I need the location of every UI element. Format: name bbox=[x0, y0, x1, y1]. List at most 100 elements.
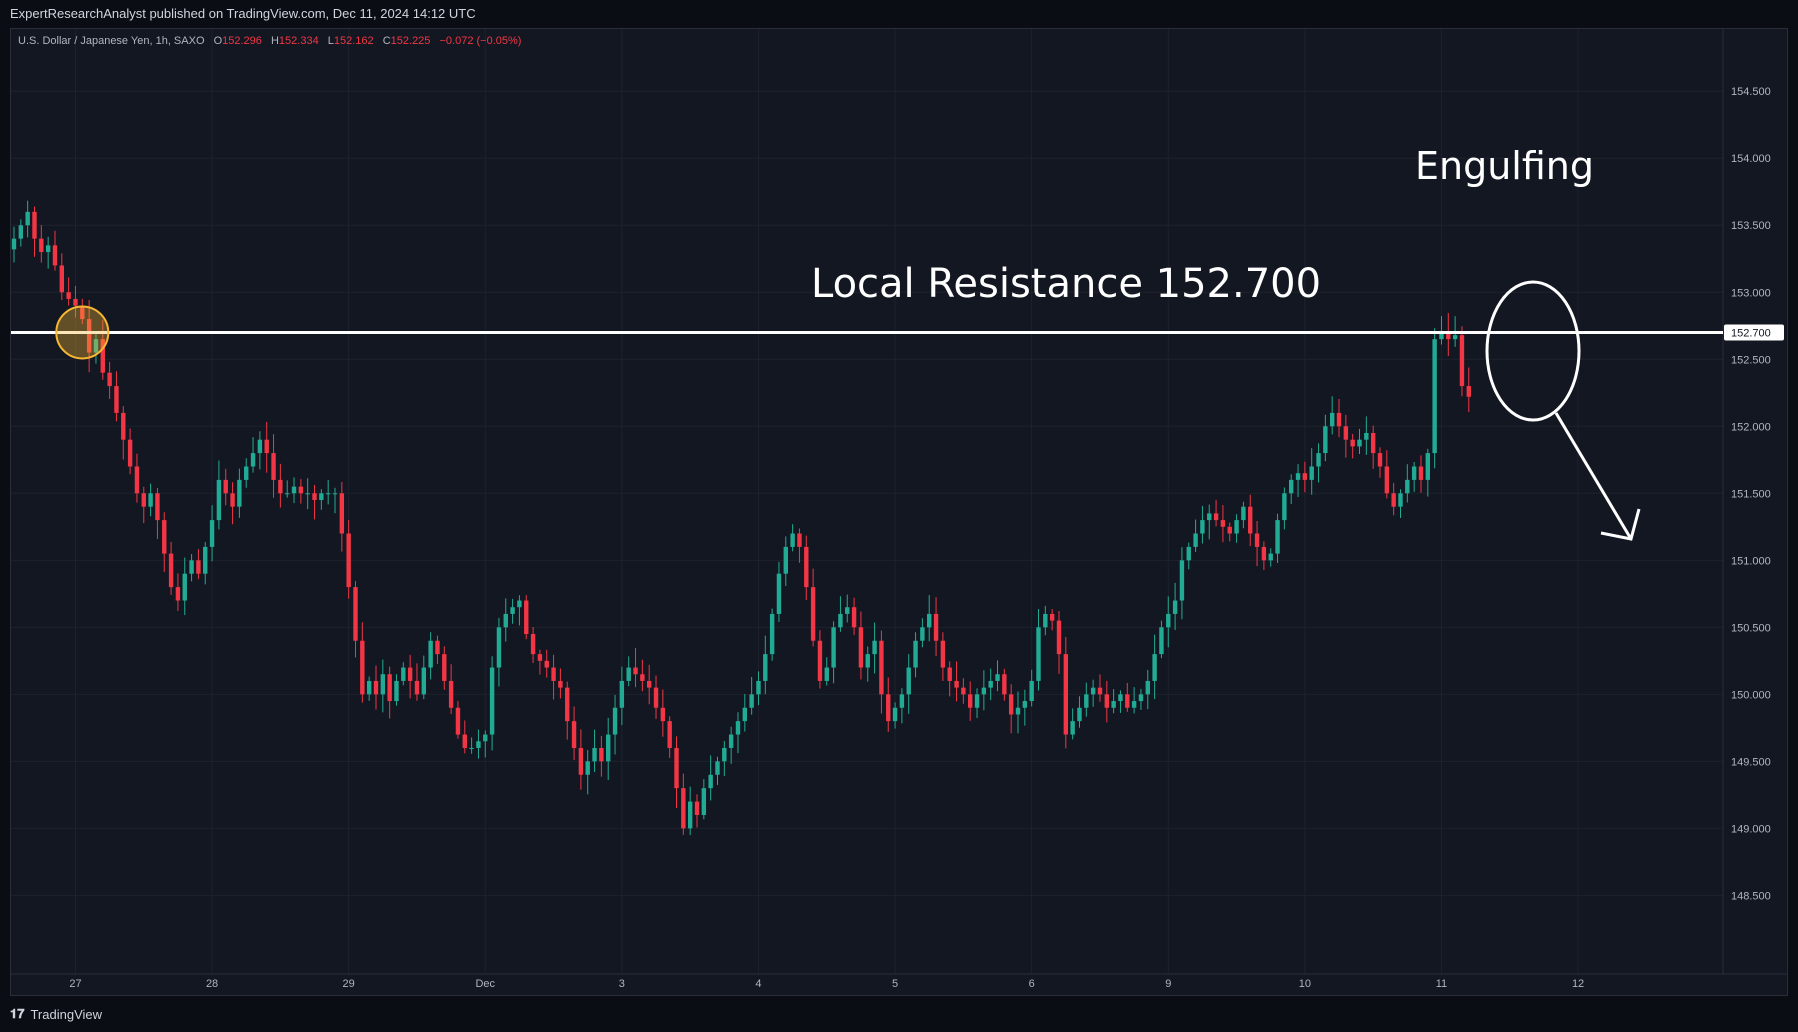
y-tick-label: 148.500 bbox=[1731, 890, 1771, 902]
candle-body bbox=[1022, 701, 1028, 708]
candle-body bbox=[1172, 600, 1178, 614]
x-tick-label: 3 bbox=[619, 978, 625, 990]
candle-body bbox=[271, 453, 276, 480]
candle-body bbox=[1002, 674, 1007, 695]
y-tick-label: 153.000 bbox=[1731, 287, 1771, 299]
candle-body bbox=[244, 466, 249, 480]
candle-body bbox=[974, 694, 980, 708]
candle-body bbox=[1145, 680, 1150, 695]
candle-body bbox=[585, 761, 590, 775]
candle-body bbox=[790, 533, 795, 547]
low-label: L bbox=[327, 35, 334, 47]
candle-body bbox=[1159, 627, 1164, 655]
candle-body bbox=[401, 667, 406, 681]
candle-body bbox=[633, 667, 638, 675]
candle-body bbox=[1432, 339, 1437, 454]
candle-body bbox=[599, 747, 604, 762]
candle-body bbox=[448, 680, 454, 708]
candle-body bbox=[476, 741, 481, 748]
candle-body bbox=[879, 640, 884, 695]
candle-body bbox=[1398, 493, 1403, 507]
candle-body bbox=[1343, 426, 1349, 440]
candle-body bbox=[1377, 453, 1383, 467]
candle-body bbox=[1302, 473, 1308, 480]
candle-body bbox=[708, 774, 713, 789]
candle-body bbox=[1309, 466, 1314, 480]
candle-body bbox=[230, 493, 235, 507]
candle-body bbox=[1295, 473, 1301, 480]
candle-body bbox=[114, 386, 119, 413]
candle-body bbox=[1179, 560, 1185, 601]
candle-body bbox=[421, 667, 426, 695]
candle-body bbox=[524, 600, 529, 635]
candle-body bbox=[18, 225, 24, 239]
candle-body bbox=[305, 493, 310, 495]
candle-body bbox=[483, 734, 488, 742]
engulfing-ellipse bbox=[1485, 280, 1581, 422]
candle-body bbox=[899, 694, 905, 708]
candle-body bbox=[1118, 694, 1123, 702]
candle-body bbox=[141, 493, 146, 507]
y-tick-label: 152.000 bbox=[1731, 421, 1771, 433]
candle-body bbox=[1391, 493, 1396, 507]
x-tick-label: Dec bbox=[475, 978, 495, 990]
candle-body bbox=[134, 466, 140, 494]
candle-body bbox=[1166, 613, 1171, 628]
candle-body bbox=[162, 520, 167, 554]
candle-body bbox=[920, 627, 925, 641]
candle-body bbox=[954, 680, 959, 688]
candle-body bbox=[1200, 520, 1205, 534]
y-tick-label: 149.000 bbox=[1731, 823, 1771, 835]
y-tick-label: 154.500 bbox=[1731, 86, 1771, 98]
candle-body bbox=[121, 412, 126, 440]
candle-body bbox=[1289, 479, 1294, 494]
candle-body bbox=[52, 245, 58, 266]
candle-body bbox=[93, 339, 99, 353]
candle-body bbox=[995, 674, 1000, 681]
candle-body bbox=[872, 640, 877, 655]
candle-body bbox=[469, 747, 474, 749]
x-tick-label: 29 bbox=[343, 978, 355, 990]
candle-body bbox=[1097, 687, 1103, 695]
x-tick-label: 12 bbox=[1572, 978, 1584, 990]
candle-body bbox=[646, 680, 652, 688]
candle-body bbox=[824, 667, 829, 681]
x-tick-label: 28 bbox=[206, 978, 218, 990]
candle-body bbox=[59, 265, 65, 293]
candle-body bbox=[660, 707, 666, 722]
candle-body bbox=[319, 493, 324, 500]
candle-body bbox=[182, 573, 187, 601]
candle-body bbox=[325, 493, 331, 495]
candle-body bbox=[968, 694, 973, 708]
x-tick-label: 9 bbox=[1165, 978, 1171, 990]
candle-body bbox=[203, 546, 208, 574]
candle-body bbox=[592, 747, 597, 762]
candle-body bbox=[776, 573, 782, 614]
candle-body bbox=[687, 801, 693, 829]
candle-body bbox=[462, 734, 467, 748]
candlestick-chart[interactable]: 154.500 154.000 153.500 153.000 152.500 152.0… bbox=[11, 29, 1788, 996]
chart-frame[interactable]: 154.500 154.000 153.500 153.000 152.500 152.0… bbox=[10, 28, 1788, 996]
candle-body bbox=[1357, 439, 1362, 447]
candle-body bbox=[735, 721, 741, 735]
candle-body bbox=[1029, 680, 1034, 702]
candle-body bbox=[701, 788, 707, 815]
candle-body bbox=[503, 613, 508, 628]
candle-body bbox=[892, 707, 898, 722]
candle-body bbox=[346, 533, 351, 588]
change-value: −0.072 (−0.05%) bbox=[439, 35, 522, 47]
candle-body bbox=[988, 680, 993, 688]
x-tick-label: 27 bbox=[69, 978, 81, 990]
candle-body bbox=[373, 680, 379, 695]
candle-body bbox=[756, 680, 761, 695]
candle-body bbox=[1056, 620, 1062, 655]
candle-body bbox=[763, 654, 768, 681]
candle-body bbox=[728, 734, 734, 748]
x-tick-label: 4 bbox=[755, 978, 761, 990]
candle-body bbox=[264, 439, 269, 454]
candle-body bbox=[906, 667, 911, 695]
candle-body bbox=[127, 439, 133, 467]
candle-body bbox=[155, 493, 160, 521]
candle-body bbox=[1084, 694, 1089, 708]
candle-body bbox=[1213, 513, 1219, 521]
